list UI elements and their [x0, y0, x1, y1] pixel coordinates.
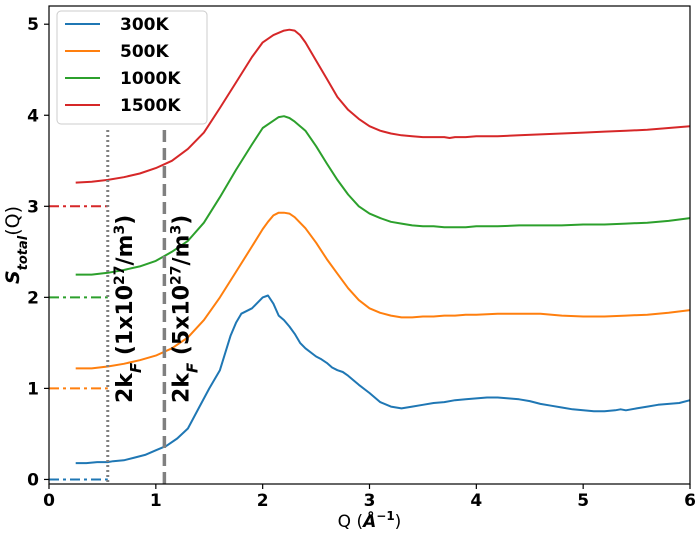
kf-marker-label-1: 2kF (1x1027/m3) — [112, 215, 145, 403]
y-tick-label: 2 — [27, 288, 39, 308]
kf-marker-label-2: 2kF (5x1027/m3) — [168, 215, 201, 403]
y-tick-label: 3 — [27, 197, 39, 217]
legend-label-500k: 500K — [120, 42, 169, 62]
legend-box — [56, 10, 208, 125]
marker-layer: 2kF (1x1027/m3) 2kF (5x1027/m3) — [106, 130, 201, 484]
legend-label-300k: 300K — [120, 15, 169, 35]
x-tick-label: 1 — [150, 491, 162, 511]
x-tick-label: 3 — [364, 491, 376, 511]
legend: 300K 500K 1000K 1500K — [56, 10, 208, 125]
y-tick-label: 5 — [27, 15, 39, 35]
x-tick-label: 0 — [43, 491, 55, 511]
x-axis-label: Q (Å−1) — [338, 509, 402, 532]
baseline-layer — [49, 205, 108, 481]
y-tick-label: 0 — [27, 470, 39, 490]
x-tick-label: 4 — [470, 491, 482, 511]
series-line-500k — [75, 211, 691, 370]
x-tick-label: 5 — [577, 491, 589, 511]
tick-layer: 0 1 2 3 4 5 6 0 1 2 3 4 5 — [27, 15, 696, 511]
series-line-300k — [75, 294, 691, 465]
y-tick-label: 4 — [27, 106, 39, 126]
x-tick-label: 2 — [257, 491, 269, 511]
series-line-1000k — [75, 115, 691, 276]
legend-label-1500k: 1500K — [120, 96, 181, 116]
x-tick-label: 6 — [684, 491, 696, 511]
series-line-1500k — [75, 28, 691, 184]
y-tick-label: 1 — [27, 379, 39, 399]
series-layer — [75, 28, 691, 465]
y-axis-label: Stotal(Q) — [2, 206, 31, 284]
legend-label-1000k: 1000K — [120, 69, 181, 89]
